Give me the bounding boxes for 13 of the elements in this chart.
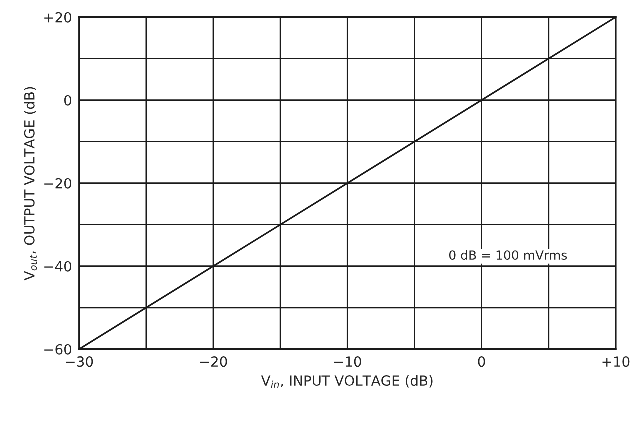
y-tick-label: −20	[44, 178, 72, 189]
x-tick-label: −20	[200, 356, 228, 368]
y-tick-label: −40	[44, 261, 72, 272]
y-axis-title: V$_{out}$, OUTPUT VOLTAGE (dB)	[24, 87, 38, 281]
y-tick-label: 0	[64, 95, 72, 106]
y-tick-label: +20	[44, 12, 72, 23]
x-tick-label: 0	[478, 356, 486, 368]
annotation: 0 dB = 100 mVrms	[449, 250, 568, 260]
y-tick-label: −60	[44, 344, 72, 355]
x-tick-label: +10	[602, 356, 630, 368]
x-axis-title: V$_{in}$, INPUT VOLTAGE (dB)	[261, 375, 433, 388]
x-tick-label: −10	[334, 356, 362, 368]
x-tick-label: −30	[66, 356, 94, 368]
